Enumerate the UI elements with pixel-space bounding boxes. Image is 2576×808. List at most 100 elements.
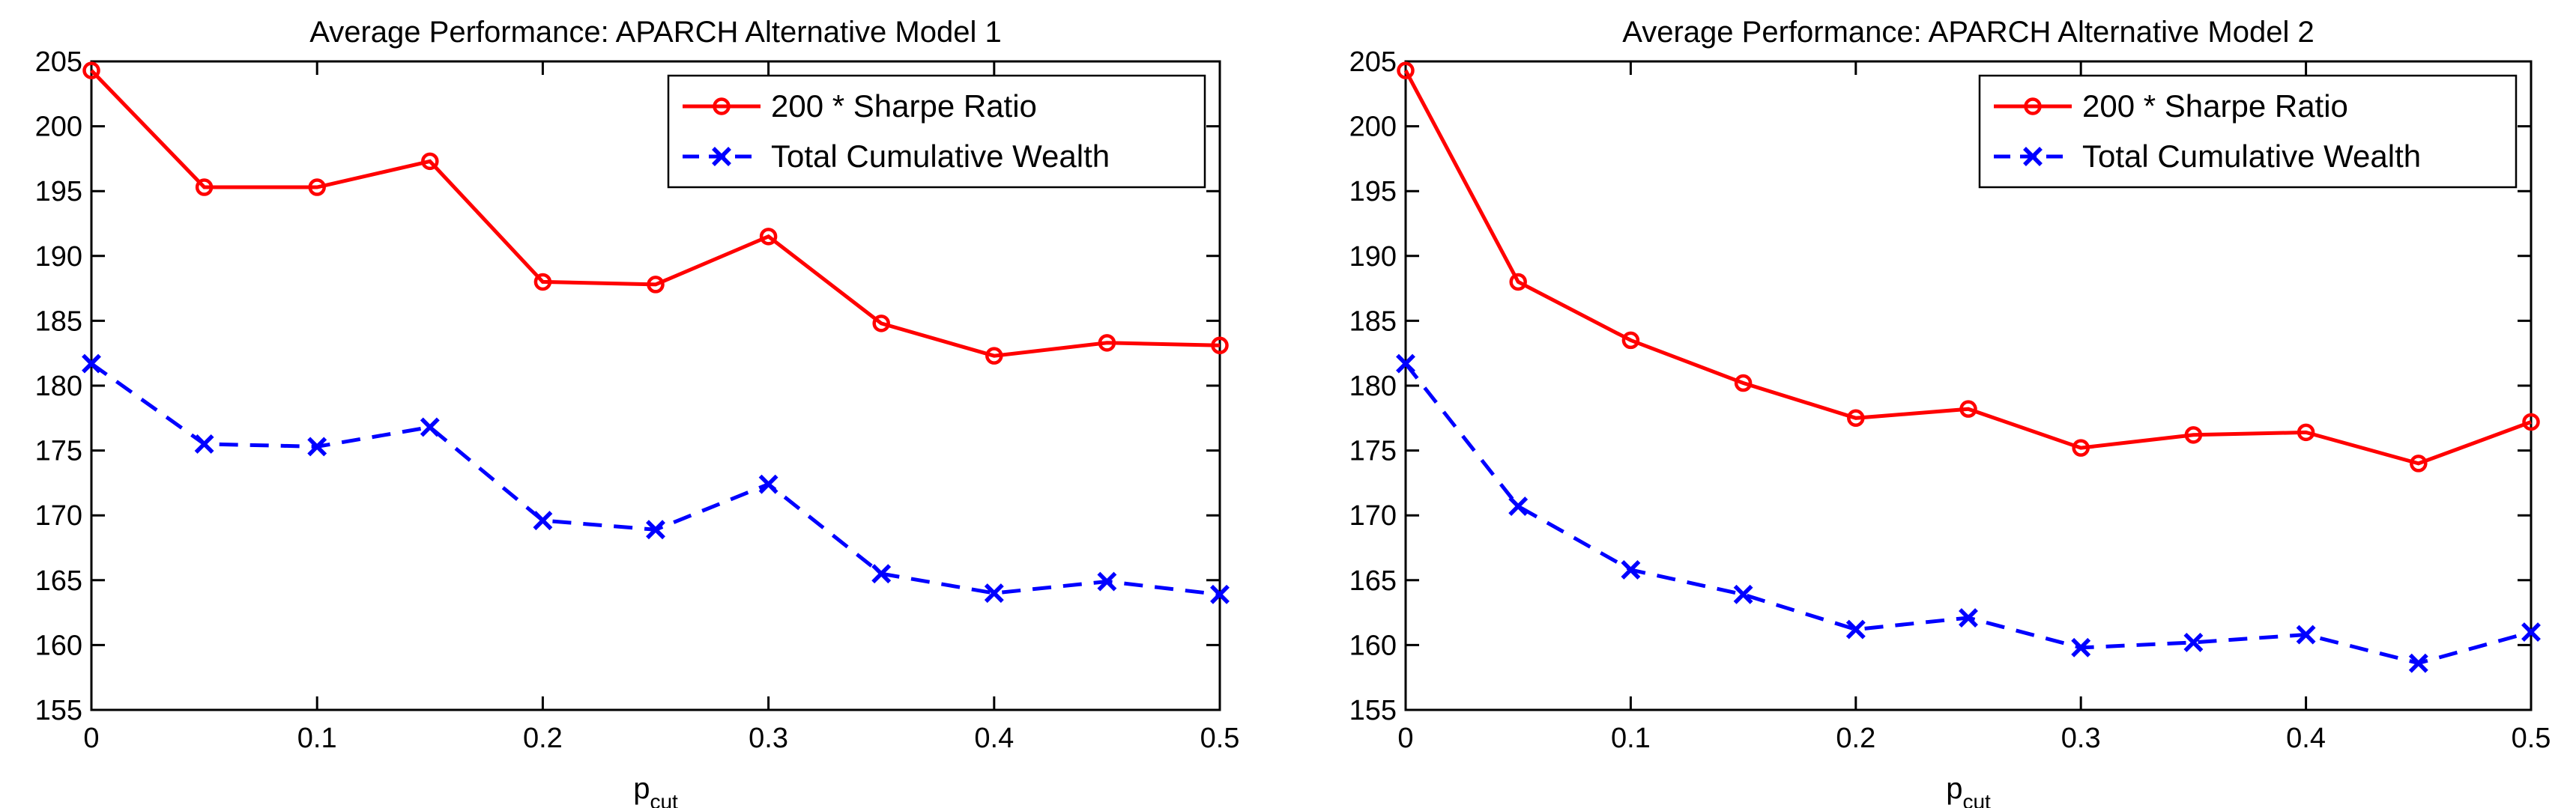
series-200-sharpe-ratio-circle-marker [647, 276, 665, 294]
series-200-sharpe-ratio-circle-marker [195, 178, 214, 196]
legend-total-cumulative-wealth-x-marker [2023, 147, 2043, 166]
series-total-cumulative-wealth-x-marker [2071, 637, 2091, 657]
series-200-sharpe-ratio-circle-marker [2072, 439, 2090, 457]
series-total-cumulative-wealth [82, 353, 1230, 604]
series-total-cumulative-wealth-x-marker [194, 434, 214, 454]
series-200-sharpe-ratio-circle-marker [82, 61, 100, 79]
x-tick-label: 0.3 [749, 723, 788, 754]
series-total-cumulative-wealth-x-marker [1097, 571, 1117, 592]
series-total-cumulative-wealth-x-marker [1959, 608, 1978, 628]
chart-svg: Average Performance: APARCH Alternative … [1349, 16, 2551, 808]
series-total-cumulative-wealth-x-marker [1396, 353, 1415, 374]
series-200-sharpe-ratio-circle-marker [1959, 400, 1977, 418]
legend: 200 * Sharpe Ratio Total Cumulative Wealt… [1978, 74, 2518, 189]
series-total-cumulative-wealth-x-marker [2521, 622, 2541, 643]
series-200-sharpe-ratio [1397, 61, 2540, 473]
y-tick-label: 200 [35, 112, 82, 143]
y-tick-label: 175 [35, 436, 82, 467]
series-total-cumulative-wealth [1396, 353, 2541, 673]
series-200-sharpe-ratio [82, 61, 1229, 365]
legend-total-cumulative-wealth-x-marker [712, 147, 731, 166]
y-tick-label: 205 [35, 46, 82, 78]
series-total-cumulative-wealth-x-marker [1621, 559, 1641, 580]
y-tick-label: 160 [35, 630, 82, 661]
y-tick-label: 195 [1349, 176, 1397, 207]
x-tick-label: 0.4 [2286, 723, 2326, 754]
series-total-cumulative-wealth-x-marker [646, 520, 665, 540]
series-200-sharpe-ratio-circle-marker [1509, 273, 1527, 291]
series-total-cumulative-wealth-x-marker [420, 417, 440, 437]
series-total-cumulative-wealth-line [90, 362, 1221, 597]
legend-200-sharpe-ratio-circle-marker [2024, 97, 2042, 115]
series-200-sharpe-ratio-circle-marker [1734, 374, 1753, 392]
series-200-sharpe-ratio-line [90, 69, 1221, 358]
series-200-sharpe-ratio-circle-marker [872, 315, 890, 332]
chart-aparch-model-2: Average Performance: APARCH Alternative … [1288, 0, 2576, 808]
series-200-sharpe-ratio-circle-marker [759, 228, 778, 246]
y-tick-label: 165 [35, 565, 82, 597]
x-axis-label: pcut [1946, 772, 1991, 808]
chart-title: Average Performance: APARCH Alternative … [1622, 16, 2314, 49]
series-200-sharpe-ratio-circle-marker [1211, 336, 1229, 355]
legend-200-sharpe-ratio-circle-marker [713, 97, 731, 115]
series-200-sharpe-ratio-circle-marker [1621, 331, 1640, 350]
y-tick-label: 185 [1349, 306, 1397, 337]
series-200-sharpe-ratio-circle-marker [2522, 413, 2540, 431]
series-total-cumulative-wealth-x-marker [82, 353, 101, 374]
series-200-sharpe-ratio-circle-marker [985, 347, 1003, 365]
y-tick-label: 200 [1349, 112, 1397, 143]
x-tick-label: 0.1 [1611, 723, 1651, 754]
series-total-cumulative-wealth-x-marker [871, 564, 892, 584]
series-200-sharpe-ratio-line [1403, 69, 2532, 466]
y-tick-label: 170 [35, 500, 82, 532]
series-200-sharpe-ratio-circle-marker [2184, 426, 2203, 444]
legend-box [667, 74, 1206, 189]
series-total-cumulative-wealth-x-marker [2296, 625, 2316, 645]
series-200-sharpe-ratio-circle-marker [2297, 423, 2315, 442]
series-200-sharpe-ratio-circle-marker [421, 152, 439, 171]
x-tick-label: 0.4 [974, 723, 1014, 754]
y-tick-label: 190 [1349, 241, 1397, 273]
chart-title: Average Performance: APARCH Alternative … [309, 16, 1001, 49]
series-total-cumulative-wealth-x-marker [1733, 584, 1753, 604]
y-tick-label: 170 [1349, 500, 1397, 532]
series-total-cumulative-wealth-x-marker [1845, 619, 1866, 640]
x-tick-label: 0.1 [297, 723, 337, 754]
series-total-cumulative-wealth-x-marker [2408, 653, 2428, 673]
series-total-cumulative-wealth-x-marker [758, 474, 778, 494]
y-tick-label: 155 [1349, 695, 1397, 726]
series-total-cumulative-wealth-x-marker [1210, 584, 1230, 604]
y-tick-label: 175 [1349, 436, 1397, 467]
x-tick-label: 0.2 [523, 723, 563, 754]
x-tick-label: 0.2 [1836, 723, 1875, 754]
legend-200-sharpe-ratio-label: 200 * Sharpe Ratio [771, 88, 1037, 124]
x-tick-label: 0.3 [2061, 723, 2101, 754]
series-200-sharpe-ratio-circle-marker [533, 273, 552, 291]
legend-total-cumulative-wealth-label: Total Cumulative Wealth [771, 139, 1110, 174]
series-200-sharpe-ratio-circle-marker [1098, 334, 1116, 352]
y-tick-label: 180 [1349, 371, 1397, 402]
legend-total-cumulative-wealth-label: Total Cumulative Wealth [2082, 139, 2421, 174]
series-total-cumulative-wealth-x-marker [1508, 496, 1529, 517]
series-200-sharpe-ratio-circle-marker [308, 178, 326, 196]
legend-200-sharpe-ratio-label: 200 * Sharpe Ratio [2082, 88, 2348, 124]
y-tick-label: 190 [35, 241, 82, 273]
x-tick-label: 0 [1397, 723, 1413, 754]
x-tick-label: 0.5 [1200, 723, 1240, 754]
y-tick-label: 185 [35, 306, 82, 337]
chart-aparch-model-1: Average Performance: APARCH Alternative … [35, 16, 1240, 808]
series-200-sharpe-ratio-circle-marker [1847, 409, 1865, 428]
legend: 200 * Sharpe Ratio Total Cumulative Wealt… [667, 74, 1206, 189]
x-tick-label: 0.5 [2512, 723, 2551, 754]
x-tick-label: 0 [83, 723, 99, 754]
legend-box [1978, 74, 2518, 189]
series-total-cumulative-wealth-x-marker [533, 511, 553, 531]
x-axis-label: pcut [633, 772, 678, 808]
series-total-cumulative-wealth-x-marker [984, 583, 1004, 604]
y-tick-label: 205 [1349, 46, 1397, 78]
series-total-cumulative-wealth-x-marker [307, 437, 327, 457]
y-tick-label: 165 [1349, 565, 1397, 597]
series-200-sharpe-ratio-circle-marker [1397, 61, 1415, 79]
y-tick-label: 195 [35, 176, 82, 207]
